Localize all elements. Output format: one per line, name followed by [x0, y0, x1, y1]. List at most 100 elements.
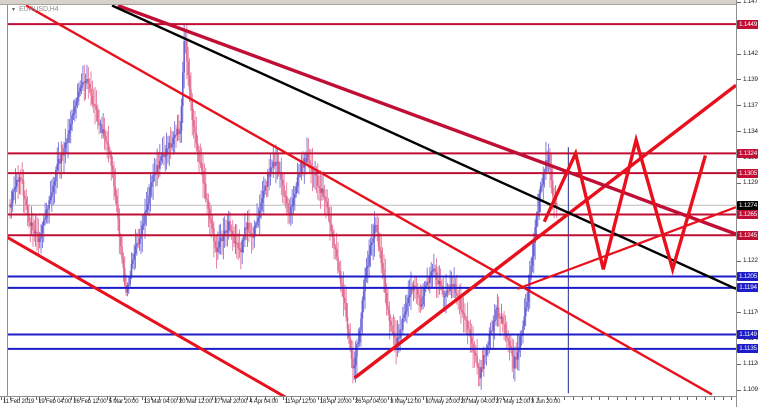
price-badge-1.1265: 1.1265	[737, 209, 758, 219]
candle-body	[384, 277, 387, 293]
candle-body	[253, 227, 256, 238]
time-tick-label: 5 Mar 20:00	[108, 399, 139, 405]
candle	[523, 298, 525, 330]
candle	[299, 162, 301, 178]
candle-body	[132, 259, 134, 264]
candle-body	[236, 242, 238, 244]
time-tick-label: 10 May 20:00	[425, 399, 460, 405]
candle	[262, 180, 263, 212]
candle	[208, 193, 209, 228]
candle-body	[445, 292, 447, 297]
candle-body	[41, 225, 44, 233]
candle-body	[304, 158, 307, 163]
candle-body	[515, 356, 518, 360]
time-minor-tick	[731, 397, 733, 400]
time-minor-tick	[388, 397, 390, 400]
candle-body	[434, 268, 437, 273]
candle	[448, 284, 450, 296]
candle-body	[64, 143, 67, 149]
candle-body	[473, 351, 476, 354]
candle-body	[531, 256, 534, 266]
candle-body	[545, 160, 547, 173]
trendline-ascending-red-minor[interactable]	[516, 206, 736, 290]
candle-body	[68, 130, 71, 135]
trendline-descending-red-steep[interactable]	[25, 5, 713, 396]
candle-body	[403, 314, 405, 318]
candle-body	[354, 357, 357, 366]
candle	[353, 351, 355, 380]
candle-body	[110, 154, 113, 166]
candle	[453, 267, 455, 298]
trendline-descending-crimson-thick[interactable]	[117, 5, 736, 236]
candle	[91, 80, 93, 108]
window-top-border	[0, 0, 758, 5]
candle	[379, 233, 381, 259]
candle-body	[226, 230, 229, 233]
time-minor-tick	[62, 397, 64, 400]
time-major-tick	[320, 397, 322, 402]
time-axis[interactable]: 11 Feb 2019 19 Feb 04:00 26 Feb 12:00 5 Mar…	[0, 396, 736, 407]
time-minor-tick	[625, 397, 627, 400]
symbol-selector[interactable]: ▼ EURUSD,H4	[11, 6, 59, 13]
candle	[438, 265, 440, 295]
candle	[266, 180, 267, 198]
price-axis[interactable]: 1.14701.14451.14201.13951.13701.13451.13…	[736, 0, 758, 407]
candle	[428, 275, 429, 291]
candle-body	[11, 191, 14, 204]
time-minor-tick	[133, 397, 134, 400]
candle-body	[79, 87, 81, 92]
candle-body	[96, 109, 99, 123]
candle-body	[487, 345, 489, 350]
candle	[482, 349, 483, 373]
candle-body	[474, 353, 477, 356]
candle-body	[44, 217, 46, 221]
candle-body	[514, 356, 516, 369]
candle-body	[138, 238, 141, 244]
candle-body	[136, 243, 138, 247]
candle-body	[91, 95, 94, 104]
candle	[491, 319, 493, 335]
time-minor-tick	[511, 397, 513, 400]
candle-body	[554, 203, 557, 205]
candle-body	[190, 89, 192, 101]
candle-body	[357, 342, 360, 344]
trendline-ascending-red-major[interactable]	[353, 83, 736, 380]
candle-body	[507, 338, 509, 341]
time-major-tick	[250, 397, 252, 402]
candle	[236, 224, 238, 259]
candle-body	[257, 217, 260, 222]
time-minor-tick	[53, 397, 55, 400]
candle-body	[462, 312, 465, 315]
zigzag-projection[interactable]	[542, 133, 708, 276]
candle-body	[318, 185, 320, 189]
time-minor-tick	[581, 397, 583, 400]
candle	[206, 193, 208, 216]
candle	[521, 330, 523, 346]
candle	[50, 181, 51, 204]
candle-body	[86, 79, 88, 81]
time-tick-label: 27 Mar 20:00	[214, 399, 248, 405]
candle-body	[480, 367, 482, 379]
candle	[540, 181, 541, 213]
time-major-tick	[285, 397, 287, 402]
time-minor-tick	[713, 397, 715, 400]
candle-body	[375, 225, 377, 226]
candle-body	[392, 331, 395, 336]
chart-plot-area[interactable]	[7, 5, 736, 396]
candle-body	[57, 158, 60, 165]
candle-body	[245, 227, 248, 230]
trendline-descending-black[interactable]	[111, 5, 736, 290]
time-major-tick	[532, 397, 533, 402]
time-minor-tick	[467, 397, 469, 400]
candle-body	[358, 330, 361, 343]
time-minor-tick	[617, 397, 618, 400]
plot-canvas[interactable]	[7, 5, 736, 396]
candle-body	[264, 185, 266, 191]
candle	[459, 284, 460, 315]
candle	[137, 228, 139, 248]
candle-body	[353, 365, 356, 369]
time-tick-label: 11 Apr 12:00	[284, 399, 316, 405]
trendline-descending-red-left[interactable]	[7, 235, 287, 396]
candle	[279, 161, 281, 188]
